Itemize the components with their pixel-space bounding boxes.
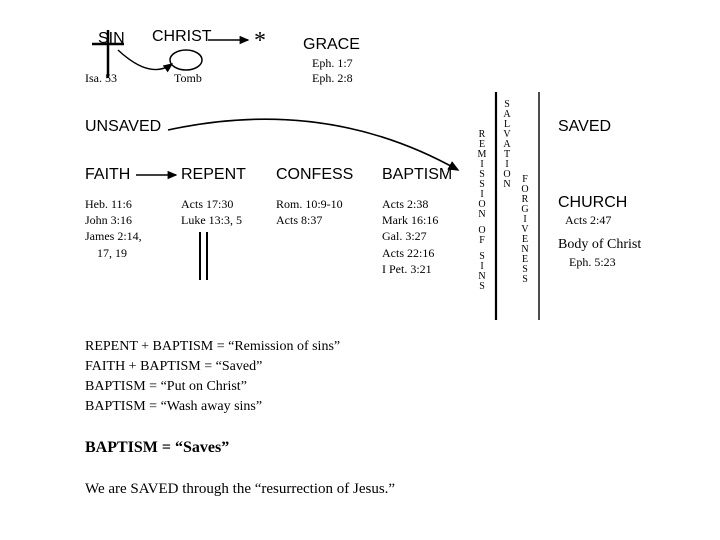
eq-5: BAPTISM = “Saves” xyxy=(85,436,229,460)
label-saved: SAVED xyxy=(558,118,611,136)
eq-2: FAITH + BAPTISM = “Saved” xyxy=(85,356,262,377)
vcol-salvation: SALVATION xyxy=(502,100,512,190)
step-baptism: BAPTISM xyxy=(382,166,452,184)
step-repent: REPENT xyxy=(181,166,246,184)
eq-6: We are SAVED through the “resurrection o… xyxy=(85,478,395,501)
refs-faith: Heb. 11:6 John 3:16 James 2:14, 17, 19 xyxy=(85,196,142,261)
refs-baptism: Acts 2:38 Mark 16:16 Gal. 3:27 Acts 22:1… xyxy=(382,196,438,277)
refs-repent: Acts 17:30 Luke 13:3, 5 xyxy=(181,196,242,228)
eq-1: REPENT + BAPTISM = “Remission of sins” xyxy=(85,336,340,357)
ref-eph17: Eph. 1:7 xyxy=(312,55,353,71)
vcol-remission: REMISSION OF SINS xyxy=(477,130,487,292)
label-unsaved: UNSAVED xyxy=(85,118,161,136)
refs-confess: Rom. 10:9-10 Acts 8:37 xyxy=(276,196,343,228)
label-body: Body of Christ xyxy=(558,237,641,253)
eq-4: BAPTISM = “Wash away sins” xyxy=(85,396,262,417)
step-faith: FAITH xyxy=(85,166,130,184)
ref-body: Eph. 5:23 xyxy=(569,254,616,270)
ref-church: Acts 2:47 xyxy=(565,212,611,228)
asterisk: * xyxy=(254,28,266,55)
step-confess: CONFESS xyxy=(276,166,353,184)
label-church: CHURCH xyxy=(558,194,627,212)
label-tomb: Tomb xyxy=(174,70,202,86)
label-sin: SIN xyxy=(98,30,125,48)
label-grace: GRACE xyxy=(303,36,360,54)
vcol-forgiveness: FORGIVENESS xyxy=(520,175,530,285)
eq-3: BAPTISM = “Put on Christ” xyxy=(85,376,247,397)
ref-isa: Isa. 53 xyxy=(85,70,117,86)
label-christ: CHRIST xyxy=(152,28,212,46)
ref-eph28: Eph. 2:8 xyxy=(312,70,353,86)
